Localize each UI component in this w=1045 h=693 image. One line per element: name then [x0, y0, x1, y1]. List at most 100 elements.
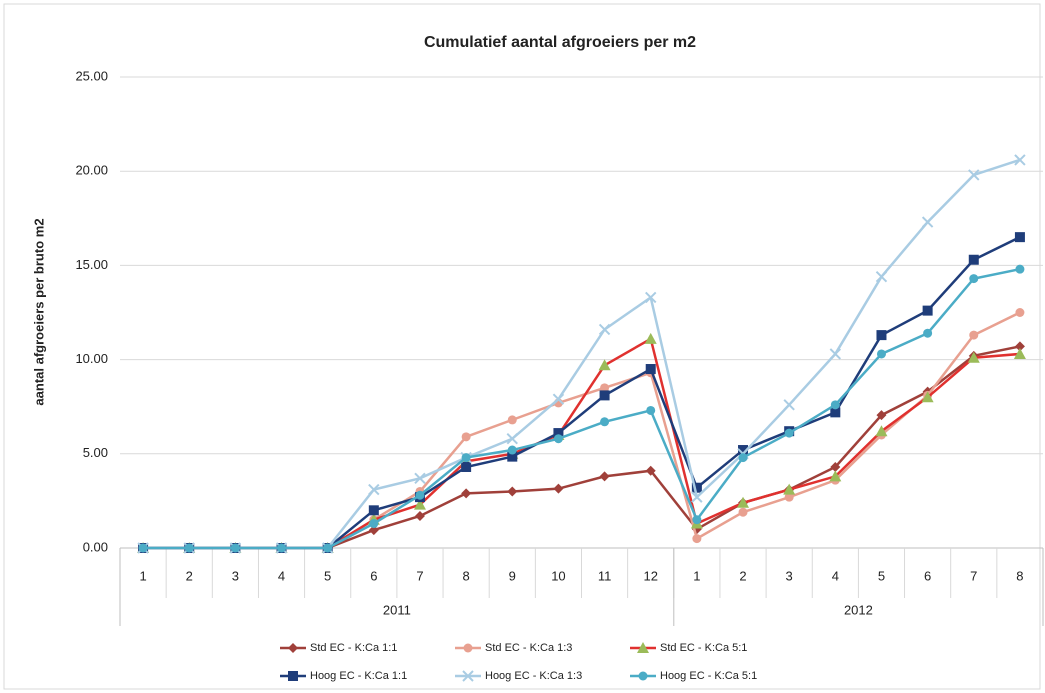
group-label: 2011: [383, 602, 411, 617]
marker: [600, 383, 610, 393]
marker: [507, 415, 517, 425]
marker: [1014, 341, 1025, 352]
marker: [923, 328, 933, 338]
marker: [461, 461, 472, 472]
marker: [646, 405, 656, 415]
marker: [1015, 308, 1025, 317]
x-tick-label: 6: [924, 568, 931, 583]
marker: [598, 359, 611, 371]
marker: [968, 254, 979, 265]
marker: [1013, 347, 1026, 359]
marker: [829, 348, 842, 360]
x-tick-label: 8: [1016, 568, 1023, 583]
y-tick-label: 10.00: [75, 351, 108, 366]
x-tick-label: 5: [878, 568, 885, 583]
legend-marker: [288, 643, 298, 653]
marker: [506, 433, 518, 445]
x-tick-label: 4: [278, 568, 285, 583]
marker: [830, 461, 841, 472]
legend-label: Std EC - K:Ca 1:1: [310, 642, 397, 654]
marker: [967, 351, 980, 363]
marker: [830, 407, 841, 418]
legend-label: Hoog EC - K:Ca 1:1: [310, 670, 407, 682]
x-tick-label: 1: [693, 568, 700, 583]
marker: [921, 391, 934, 403]
x-tick-label: 7: [416, 568, 423, 583]
marker: [968, 169, 980, 181]
series: [138, 264, 1025, 553]
marker: [507, 451, 518, 462]
x-tick-label: 5: [324, 568, 331, 583]
marker: [645, 364, 656, 375]
x-tick-label: 11: [598, 568, 612, 583]
marker: [1015, 264, 1025, 274]
marker: [875, 425, 888, 437]
x-tick-label: 7: [970, 568, 977, 583]
marker: [875, 270, 888, 283]
series-line: [143, 267, 1021, 550]
marker: [738, 453, 748, 463]
x-tick-label: 3: [232, 568, 239, 583]
legend-marker: [462, 670, 474, 682]
legend-label: Std EC - K:Ca 1:3: [485, 642, 572, 654]
legend-marker: [638, 671, 648, 681]
x-tick-label: 9: [509, 568, 516, 583]
marker: [645, 291, 657, 304]
marker: [461, 453, 471, 463]
marker: [876, 410, 887, 421]
marker: [230, 543, 240, 553]
x-tick-label: 6: [370, 568, 377, 583]
marker: [369, 519, 379, 529]
x-tick-label: 4: [832, 568, 839, 583]
marker: [461, 432, 471, 442]
marker: [784, 492, 794, 502]
marker: [876, 330, 887, 341]
marker: [921, 216, 934, 228]
marker: [414, 472, 426, 484]
marker: [368, 483, 380, 496]
marker: [599, 390, 610, 401]
y-axis-label: aantal afgroeiers per bruto m2: [31, 218, 46, 405]
legend-marker: [637, 642, 649, 653]
marker: [413, 498, 426, 510]
marker: [368, 505, 379, 516]
x-tick-label: 2: [186, 568, 193, 583]
marker: [691, 491, 703, 503]
marker: [783, 399, 795, 411]
marker: [507, 445, 517, 455]
legend-label: Hoog EC - K:Ca 5:1: [660, 670, 757, 682]
marker: [738, 445, 749, 456]
group-label: 2012: [844, 602, 873, 617]
marker: [598, 323, 611, 336]
x-tick-label: 2: [739, 568, 746, 583]
marker: [507, 486, 518, 497]
marker: [692, 515, 702, 525]
y-tick-label: 0.00: [83, 539, 108, 554]
marker: [692, 534, 702, 544]
marker: [277, 543, 287, 553]
marker: [323, 543, 333, 553]
marker: [645, 465, 656, 476]
marker: [1014, 232, 1025, 243]
marker: [600, 417, 610, 427]
marker: [461, 488, 472, 499]
marker: [599, 471, 610, 482]
marker: [644, 332, 657, 344]
legend-marker: [288, 671, 298, 681]
x-tick-label: 8: [463, 568, 470, 583]
marker: [738, 507, 748, 517]
x-tick-label: 12: [643, 568, 657, 583]
y-tick-label: 15.00: [75, 257, 108, 272]
legend-label: Hoog EC - K:Ca 1:3: [485, 670, 582, 682]
marker: [876, 349, 886, 359]
legend-marker: [463, 643, 473, 653]
chart-frame: [3, 3, 1041, 690]
marker: [829, 470, 842, 482]
legend-label: Std EC - K:Ca 5:1: [660, 642, 747, 654]
marker: [415, 490, 425, 500]
x-tick-label: 10: [551, 568, 565, 583]
marker: [184, 543, 194, 553]
x-tick-label: 3: [786, 568, 793, 583]
marker: [922, 305, 933, 316]
